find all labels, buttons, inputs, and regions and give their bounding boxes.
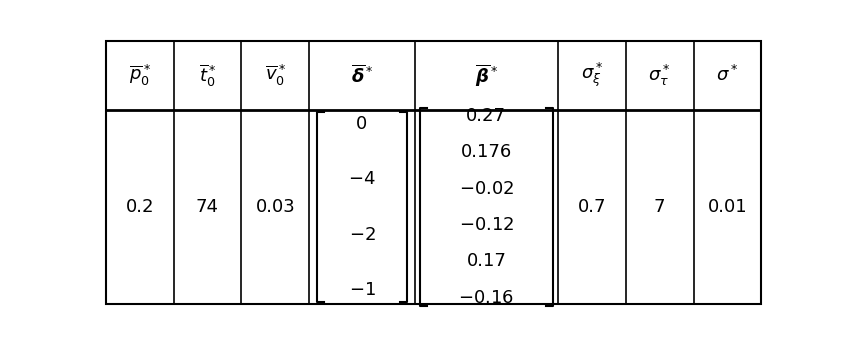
Text: 0.01: 0.01 — [707, 198, 747, 216]
Text: $-4$: $-4$ — [349, 170, 376, 188]
Text: $\overline{\boldsymbol{\beta}}^*$: $\overline{\boldsymbol{\beta}}^*$ — [475, 62, 498, 88]
Text: $\overline{t}_0^*$: $\overline{t}_0^*$ — [199, 62, 217, 89]
Text: $-0.12$: $-0.12$ — [459, 216, 514, 234]
Text: $\overline{p}_0^*$: $\overline{p}_0^*$ — [129, 63, 151, 88]
Text: $-1$: $-1$ — [349, 281, 376, 299]
Text: 0.176: 0.176 — [461, 143, 512, 161]
Text: 0.17: 0.17 — [466, 252, 506, 271]
Text: 74: 74 — [196, 198, 219, 216]
Text: 0.03: 0.03 — [255, 198, 295, 216]
Text: $-2$: $-2$ — [349, 226, 376, 244]
Text: $\sigma^*$: $\sigma^*$ — [717, 65, 739, 85]
Text: $\overline{\boldsymbol{\delta}}^*$: $\overline{\boldsymbol{\delta}}^*$ — [350, 64, 373, 86]
Text: 0: 0 — [356, 115, 368, 133]
Text: 7: 7 — [654, 198, 666, 216]
Text: $\sigma_{\xi}^*$: $\sigma_{\xi}^*$ — [580, 61, 603, 90]
Text: $-0.16$: $-0.16$ — [459, 289, 514, 307]
Text: $-0.02$: $-0.02$ — [459, 180, 514, 198]
Text: 0.2: 0.2 — [125, 198, 154, 216]
Text: 0.7: 0.7 — [578, 198, 606, 216]
Text: 0.27: 0.27 — [466, 107, 506, 125]
Text: $\overline{v}_0^*$: $\overline{v}_0^*$ — [265, 63, 286, 88]
Text: $\sigma_{\tau}^*$: $\sigma_{\tau}^*$ — [648, 63, 671, 88]
